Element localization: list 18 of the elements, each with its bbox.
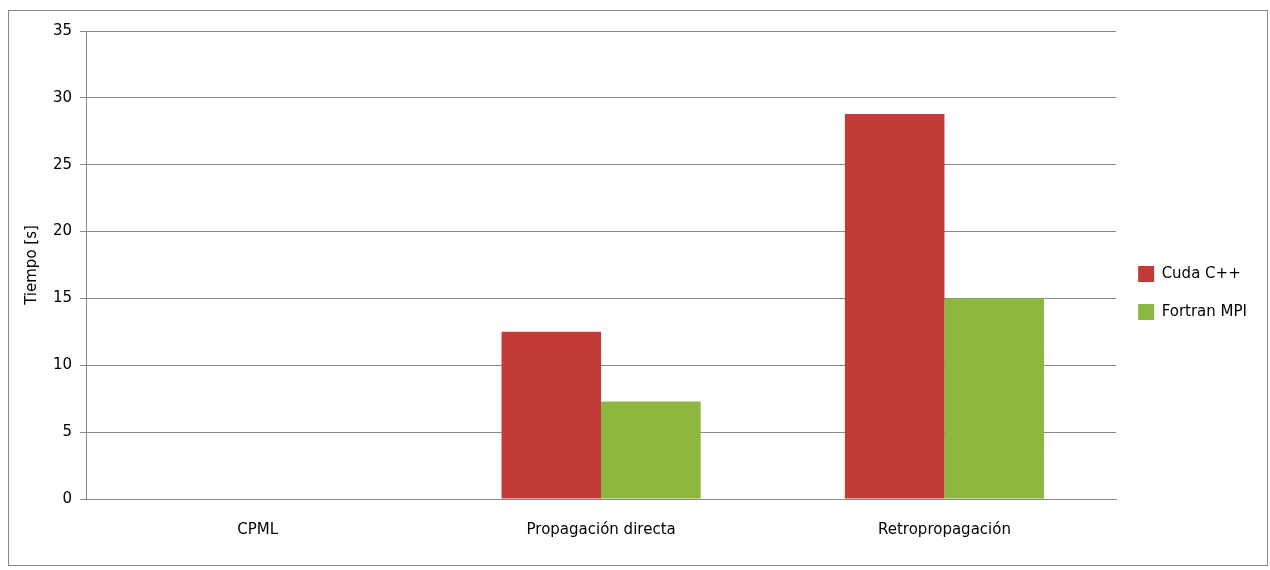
x-tick-label: Retropropagación	[877, 519, 1011, 538]
y-tick-label: 10	[52, 355, 73, 374]
y-tick-label: 20	[52, 221, 73, 240]
bar	[601, 401, 701, 499]
x-tick-label: CPML	[237, 519, 279, 538]
bar	[944, 298, 1045, 499]
y-tick-label: 25	[52, 154, 73, 173]
y-tick-label: 5	[62, 422, 73, 441]
bar	[844, 113, 945, 499]
y-tick-label: 0	[62, 488, 73, 507]
y-tick-label: 15	[52, 288, 73, 307]
legend-label: Cuda C++	[1161, 263, 1241, 282]
legend-label: Fortran MPI	[1161, 301, 1248, 320]
bar	[501, 331, 602, 499]
y-tick-label: 30	[52, 87, 73, 106]
x-tick-label: Propagación directa	[526, 519, 676, 538]
y-tick-label: 35	[52, 20, 73, 39]
y-axis-title: Tiempo [s]	[21, 225, 40, 306]
